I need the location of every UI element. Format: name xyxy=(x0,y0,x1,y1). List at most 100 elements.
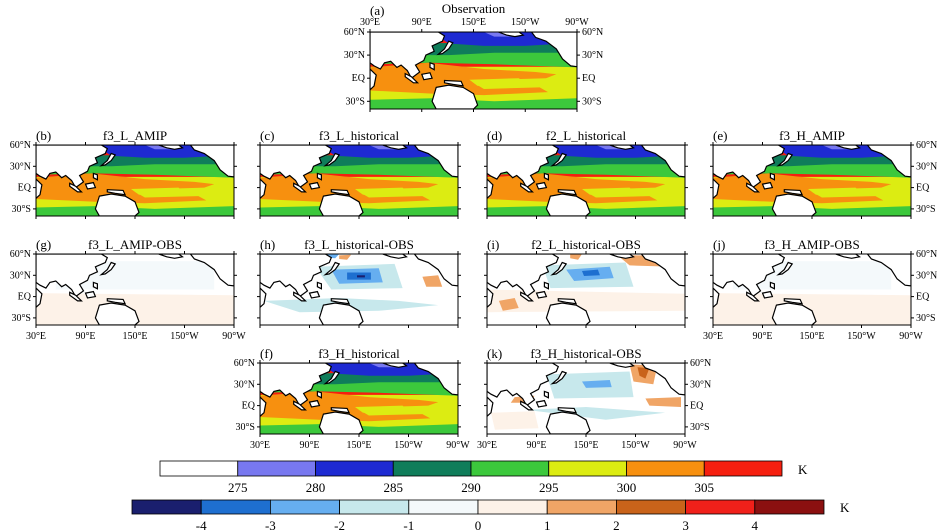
panel-tag: (a) xyxy=(370,3,384,18)
colorbar-label: 300 xyxy=(617,480,637,495)
coastline-newguinea xyxy=(106,189,127,196)
coastline-africa xyxy=(36,178,43,200)
colorbar-swatch xyxy=(237,460,316,477)
lon-label: 150°W xyxy=(170,331,199,342)
panel-title: f3_L_AMIP xyxy=(103,128,167,143)
lat-label: EQ xyxy=(690,401,704,412)
map-area-c xyxy=(260,145,458,216)
coastline-philip xyxy=(543,390,549,399)
coastline-sumatra xyxy=(520,291,534,302)
coastline-japan xyxy=(99,261,117,276)
lon-label: 90°W xyxy=(899,331,923,342)
coastline-alaska xyxy=(498,32,525,38)
colorbar-swatch xyxy=(315,460,394,477)
lat-label: EQ xyxy=(242,401,256,412)
colorbar-label: 3 xyxy=(682,518,689,530)
coastline-namerica xyxy=(640,254,685,287)
map-area-e xyxy=(713,145,911,216)
coastline-japan xyxy=(776,261,794,276)
coastline-africa xyxy=(487,287,494,309)
coastline-japan xyxy=(99,152,117,167)
panel-i: (i) f2_L_historical-OBS xyxy=(484,237,688,328)
coastline-philip xyxy=(543,172,549,181)
lat-label: 60°N xyxy=(344,27,365,38)
coastline-australia xyxy=(545,302,591,325)
anomaly-contour-fill xyxy=(264,298,439,313)
colorbar-swatch xyxy=(392,460,472,477)
coastline-australia xyxy=(431,84,479,109)
coastline-borneo xyxy=(535,181,548,190)
coastline-japan xyxy=(550,261,568,276)
coastline-eurasia xyxy=(260,145,333,189)
lat-label: 30°S xyxy=(11,204,31,215)
lon-label: 90°W xyxy=(565,17,589,28)
map-area-h xyxy=(260,254,458,325)
coastline-namerica xyxy=(640,363,685,396)
lat-label: EQ xyxy=(916,292,930,303)
anomaly-contour-fill xyxy=(487,289,685,313)
coastline-sumatra xyxy=(69,291,83,302)
lat-label: 30°N xyxy=(690,379,711,390)
coastline-namerica xyxy=(866,145,911,178)
panel-e: 60°N 30°N EQ 30°S (e) f3_H_AMIP xyxy=(710,128,937,219)
lon-label: 90°E xyxy=(752,331,772,342)
lon-label: 90°E xyxy=(75,331,95,342)
panel-j: 30°E 90°E 150°E 150°W 90°W 60°N 30°N EQ 30°S (j) f… xyxy=(703,237,937,342)
coastline-borneo xyxy=(761,290,774,299)
panel-b: 60°N 30°N EQ 30°S (b) f3_L_AMIP xyxy=(10,128,237,219)
coastline-eurasia xyxy=(260,254,333,298)
panel-title: f3_H_historical-OBS xyxy=(530,346,641,361)
coastline-philip xyxy=(543,281,549,290)
lat-label: 30°S xyxy=(235,422,255,433)
map-area-d xyxy=(487,145,685,216)
colorbar-label: 2 xyxy=(613,518,620,530)
anomaly-contour-fill xyxy=(713,293,911,325)
panel-tag: (g) xyxy=(36,237,51,252)
anomaly-contour-fill xyxy=(570,254,582,260)
colorbar-swatch xyxy=(339,499,410,515)
panel-g: 30°E 90°E 150°E 150°W 90°W 60°N 30°N EQ 30°S (g) f… xyxy=(10,237,247,342)
coastline-africa xyxy=(713,178,720,200)
lat-label: 60°N xyxy=(582,27,603,38)
lat-label: 30°S xyxy=(345,96,365,107)
map-area-k xyxy=(487,363,685,434)
map-area-a xyxy=(370,32,577,109)
panel-a: 30°E 90°E 150°E 150°W 90°W60°N30°NEQ30°S60°N… xyxy=(344,1,603,112)
map-area-g xyxy=(36,254,234,325)
colorbar-label: 275 xyxy=(228,480,248,495)
coastline-japan xyxy=(323,370,341,385)
panel-tag: (e) xyxy=(713,128,727,143)
coastline-eurasia xyxy=(487,145,560,189)
lat-label: 60°N xyxy=(234,358,255,369)
lon-label: 30°E xyxy=(26,331,46,342)
lat-label: 30°N xyxy=(916,270,937,281)
coastline-eurasia xyxy=(713,145,786,189)
coastline-alaska xyxy=(609,254,635,259)
panel-title: f2_L_historical xyxy=(546,128,627,143)
colorbar-swatch xyxy=(477,499,548,515)
anomaly-contour-fill xyxy=(498,298,519,311)
panel-tag: (f) xyxy=(260,346,273,361)
colorbar-swatch xyxy=(703,460,783,477)
coastline-newguinea xyxy=(443,79,465,87)
coastline-eurasia xyxy=(36,254,109,298)
coastline-namerica xyxy=(189,254,234,287)
colorbar-label: -3 xyxy=(265,518,276,530)
lat-label: 60°N xyxy=(10,140,31,151)
coastline-namerica xyxy=(189,145,234,178)
coastline-eurasia xyxy=(260,363,333,407)
colorbar-label: -4 xyxy=(196,518,207,530)
anomaly-contour-fill xyxy=(582,269,600,276)
panel-title: f3_L_AMIP-OBS xyxy=(88,237,182,252)
colorbar-swatch xyxy=(269,499,340,515)
colorbar-swatch xyxy=(548,460,627,477)
anomaly-contour-fill xyxy=(637,367,650,379)
sst-contour-fill xyxy=(355,187,407,195)
coastline-alaska xyxy=(382,363,408,368)
panel-tag: (b) xyxy=(36,128,51,143)
coastline-eurasia xyxy=(487,254,560,298)
coastline-borneo xyxy=(84,181,97,190)
colorbar-swatch xyxy=(131,499,202,515)
lon-label: 150°E xyxy=(122,331,147,342)
lat-label: 30°N xyxy=(234,379,255,390)
